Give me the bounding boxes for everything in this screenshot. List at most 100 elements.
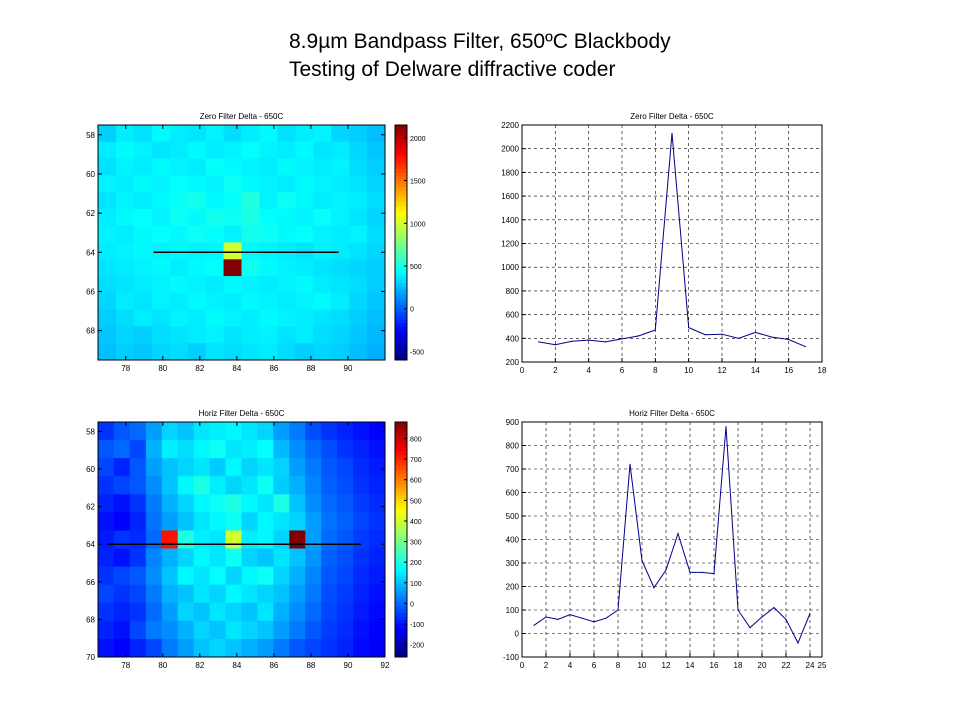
- heatmap-cell: [305, 620, 322, 640]
- heatmap-cell: [113, 566, 131, 586]
- heatmap-cell: [295, 141, 314, 159]
- heatmap-cell: [145, 476, 163, 495]
- colorbar-segment: [395, 216, 407, 221]
- heatmap-cell: [209, 440, 226, 459]
- heatmap-cell: [257, 602, 274, 622]
- y-tick-label: 60: [86, 465, 95, 474]
- data-point: [677, 533, 679, 535]
- heatmap-cell: [273, 638, 290, 658]
- colorbar-segment: [395, 304, 407, 309]
- heatmap-cell: [259, 141, 278, 159]
- heatmap-cell: [209, 602, 226, 622]
- heatmap-cell: [151, 292, 171, 311]
- x-tick-label: 14: [751, 366, 760, 375]
- data-point: [749, 627, 751, 629]
- colorbar-segment: [395, 231, 407, 236]
- heatmap-cell: [177, 494, 195, 513]
- heatmap-cell: [145, 584, 163, 604]
- y-tick-label: 200: [506, 583, 520, 592]
- heatmap-cell: [241, 141, 260, 159]
- heatmap-cell: [367, 343, 386, 361]
- heatmap-cell: [145, 512, 163, 531]
- chart-1: Zero Filter Delta - 650C 78 80 82 84 86 88 90 58…: [86, 112, 426, 373]
- heatmap-cell: [113, 530, 131, 549]
- data-point: [797, 642, 799, 644]
- y-tick-label: 1400: [501, 216, 519, 225]
- heatmap-cell: [161, 638, 179, 658]
- colorbar-segment: [395, 293, 407, 298]
- heatmap-cell: [187, 292, 207, 311]
- colorbar-tick-label: 1500: [410, 179, 426, 186]
- heatmap-cell: [145, 548, 163, 568]
- heatmap-cell: [369, 602, 386, 622]
- heatmap-cell: [313, 259, 332, 277]
- colorbar-tick-label: 100: [410, 581, 422, 588]
- heatmap-cell: [337, 476, 354, 495]
- heatmap-cell: [295, 192, 314, 210]
- x-tick-label: 84: [232, 364, 241, 373]
- heatmap-cell: [209, 620, 226, 640]
- y-tick-label: 64: [86, 540, 95, 549]
- heatmap-cell: [313, 192, 332, 210]
- heatmap-cell: [115, 141, 135, 159]
- heatmap-cell: [151, 276, 171, 294]
- colorbar-segment: [395, 444, 407, 448]
- heatmap-cell: [273, 512, 290, 531]
- heatmap-cell: [98, 125, 117, 143]
- data-point: [665, 569, 667, 571]
- heatmap-cell: [273, 620, 290, 640]
- data-point: [571, 340, 573, 342]
- heatmap-cell: [225, 566, 242, 586]
- heatmap-cell: [305, 512, 322, 531]
- heatmap-cell: [353, 494, 370, 513]
- heatmap-cell: [367, 208, 386, 227]
- x-tick-label: 82: [195, 661, 204, 670]
- heatmap-cell: [98, 440, 115, 459]
- heatmap-cell: [133, 225, 153, 243]
- colorbar-segment: [395, 224, 407, 229]
- heatmap-cell: [277, 343, 296, 361]
- heatmap-cell: [205, 225, 224, 243]
- data-point: [588, 339, 590, 341]
- heatmap-cell: [115, 259, 135, 277]
- colorbar-tick-label: 0: [410, 601, 414, 608]
- heatmap-cell: [187, 259, 207, 277]
- heatmap-cell: [273, 440, 290, 459]
- heatmap-cell: [277, 309, 296, 327]
- y-tick-label: 62: [86, 209, 95, 218]
- colorbar-tick-label: -100: [410, 622, 424, 629]
- heatmap-cell: [349, 292, 368, 311]
- chart-title: Zero Filter Delta - 650C: [200, 112, 284, 121]
- heatmap-cell: [321, 422, 338, 441]
- heatmap-cell: [161, 548, 179, 568]
- heatmap-cell: [259, 309, 278, 327]
- heatmap-cell: [115, 225, 135, 243]
- heatmap-cell: [115, 242, 135, 260]
- heatmap-cell: [295, 292, 314, 311]
- heatmap-cell: [273, 458, 290, 477]
- y-tick-label: 700: [506, 465, 520, 474]
- x-tick-label: 18: [734, 661, 743, 670]
- heatmap-cell: [193, 638, 211, 658]
- heatmap-cell: [193, 476, 211, 495]
- heatmap-cell: [133, 141, 153, 159]
- heatmap-cell: [205, 125, 224, 143]
- data-point: [737, 609, 739, 611]
- colorbar-segment: [395, 227, 407, 232]
- heatmap-cell: [169, 242, 189, 260]
- heatmap-cell: [151, 225, 171, 243]
- heatmap-cell: [98, 494, 115, 513]
- heatmap-cell: [115, 208, 135, 227]
- data-point: [671, 132, 673, 134]
- heatmap-cell: [225, 620, 242, 640]
- data-point: [621, 338, 623, 340]
- heatmap-cell: [223, 259, 242, 277]
- heatmap-cell: [259, 292, 278, 311]
- heatmap-cell: [151, 242, 171, 260]
- heatmap-cell: [205, 175, 224, 193]
- heatmap-cell: [115, 343, 135, 361]
- data-point: [533, 624, 535, 626]
- heatmap-cell: [241, 512, 258, 531]
- colorbar-segment: [395, 128, 407, 133]
- colorbar-segment: [395, 425, 407, 430]
